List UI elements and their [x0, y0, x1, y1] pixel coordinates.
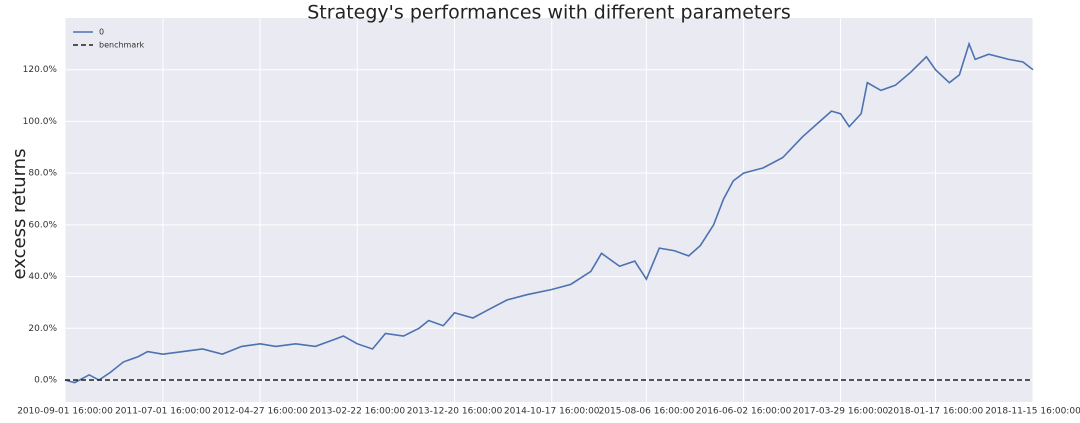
y-tick-label: 60.0% — [28, 220, 57, 230]
x-tick-label: 2018-01-17 16:00:00 — [888, 407, 984, 417]
chart-title: Strategy's performances with different p… — [307, 2, 790, 24]
x-tick-label: 2013-12-20 16:00:00 — [407, 407, 503, 417]
series-line — [64, 41, 1034, 384]
x-tick-label: 2018-11-15 16:00:00 — [985, 407, 1080, 417]
y-tick-label: 20.0% — [28, 324, 57, 334]
y-tick-label: 120.0% — [23, 65, 58, 75]
x-tick-label: 2016-06-02 16:00:00 — [696, 407, 792, 417]
y-tick-label: 0.0% — [34, 376, 57, 386]
x-tick-label: 2011-07-01 16:00:00 — [115, 407, 211, 417]
x-tick-label: 2010-09-01 16:00:00 — [17, 407, 113, 417]
legend-label: benchmark — [99, 41, 145, 50]
legend-box — [69, 24, 145, 52]
y-axis-label: excess returns — [9, 149, 30, 280]
x-tick-label: 2014-10-17 16:00:00 — [504, 407, 600, 417]
plot-area — [65, 18, 1033, 402]
y-tick-label: 80.0% — [28, 169, 57, 179]
x-tick-label: 2017-03-29 16:00:00 — [793, 407, 889, 417]
x-tick-label: 2012-04-27 16:00:00 — [212, 407, 308, 417]
x-tick-label: 2015-08-06 16:00:00 — [599, 407, 695, 417]
legend-label: 0 — [99, 28, 104, 37]
x-tick-label: 2013-02-22 16:00:00 — [310, 407, 406, 417]
y-tick-label: 100.0% — [23, 117, 58, 127]
y-tick-label: 40.0% — [28, 272, 57, 282]
